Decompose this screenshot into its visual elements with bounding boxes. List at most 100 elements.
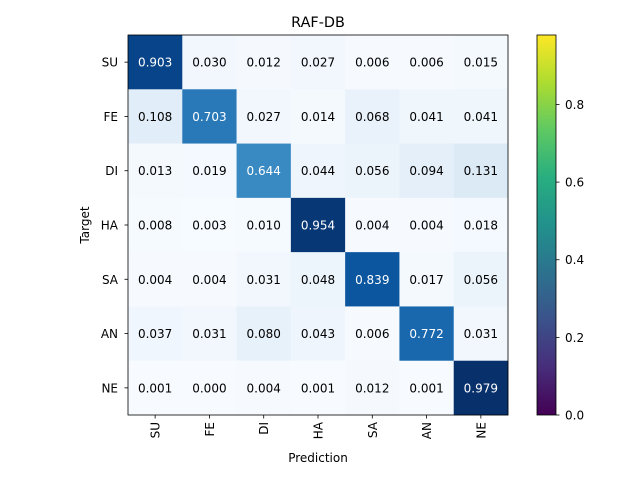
heatmap-cell (345, 252, 400, 307)
cell-value-label: 0.954 (301, 219, 335, 233)
heatmap-cell (128, 252, 183, 307)
cell-value-label: 0.015 (464, 56, 498, 70)
cell-value-label: 0.014 (301, 110, 335, 124)
heatmap-cell (290, 306, 346, 362)
heatmap-cell (290, 89, 346, 144)
x-tick-label: NE (474, 422, 488, 439)
heatmap-cell (290, 360, 346, 416)
colorbar-tick-label: 0.8 (565, 98, 584, 112)
cell-value-label: 0.108 (138, 110, 172, 124)
heatmap-cell (453, 306, 509, 362)
cell-value-label: 0.010 (247, 219, 281, 233)
cell-value-label: 0.001 (301, 381, 335, 395)
cell-value-label: 0.012 (247, 56, 281, 70)
heatmap-cell (128, 35, 183, 90)
cell-value-label: 0.012 (355, 381, 389, 395)
cell-value-label: 0.004 (247, 381, 281, 395)
cell-value-label: 0.068 (355, 110, 389, 124)
y-axis-ticks: SU FE DI HA SA AN NE (101, 56, 128, 395)
y-tick-label: SA (102, 273, 119, 287)
cell-value-label: 0.030 (192, 56, 226, 70)
cell-value-label: 0.001 (409, 381, 443, 395)
cell-value-label: 0.031 (247, 273, 281, 287)
colorbar-ticks: 0.0 0.2 0.4 0.6 0.8 (556, 98, 584, 423)
cell-value-label: 0.019 (192, 164, 226, 178)
y-tick-label: NE (101, 381, 118, 395)
cell-value-label: 0.000 (192, 381, 226, 395)
heatmap-cell (128, 360, 183, 416)
x-tick-label: FE (203, 422, 217, 436)
heatmap-cell (182, 252, 237, 307)
heatmap-cell (345, 143, 400, 199)
x-tick-label: HA (312, 421, 326, 439)
cell-value-label: 0.013 (138, 164, 172, 178)
cell-value-label: 0.037 (138, 327, 172, 341)
cell-value-label: 0.004 (409, 219, 443, 233)
cell-value-label: 0.048 (301, 273, 335, 287)
cell-value-label: 0.131 (464, 164, 498, 178)
heatmap-cell (399, 306, 455, 362)
heatmap-cell (182, 35, 237, 90)
cell-value-label: 0.772 (409, 327, 443, 341)
heatmap-cell (236, 89, 292, 144)
colorbar-tick-label: 0.0 (565, 409, 584, 423)
cell-value-label: 0.027 (247, 110, 281, 124)
heatmap-cell (453, 89, 509, 144)
heatmap-cell (345, 35, 400, 90)
heatmap-cell (182, 360, 237, 416)
cell-value-label: 0.080 (247, 327, 281, 341)
heatmap-cell (182, 306, 237, 362)
heatmap-cell (399, 360, 455, 416)
cell-value-label: 0.027 (301, 56, 335, 70)
cell-value-label: 0.004 (138, 273, 172, 287)
heatmap-cell (453, 197, 509, 253)
heatmap-cell (453, 143, 509, 199)
colorbar-tick-label: 0.2 (565, 331, 584, 345)
heatmap-cell (182, 89, 237, 144)
heatmap-cell (236, 306, 292, 362)
cell-value-label: 0.003 (192, 219, 226, 233)
x-tick-label: SU (149, 422, 163, 438)
heatmap-cell (345, 306, 400, 362)
cell-value-label: 0.043 (301, 327, 335, 341)
heatmap-cell (128, 143, 183, 199)
heatmap-cell (399, 197, 455, 253)
y-tick-label: DI (105, 164, 118, 178)
x-tick-label: DI (257, 422, 271, 435)
heatmap-cell (345, 360, 400, 416)
cell-value-label: 0.903 (138, 56, 172, 70)
cell-value-label: 0.001 (138, 381, 172, 395)
cell-value-label: 0.703 (192, 110, 226, 124)
heatmap-cell-labels: 0.903 0.030 0.012 0.027 0.006 0.006 0.015 0.108… (138, 56, 498, 396)
heatmap-cell (290, 197, 346, 253)
heatmap-cell (236, 252, 292, 307)
chart-title: RAF-DB (291, 15, 345, 31)
heatmap-cell (453, 252, 509, 307)
cell-value-label: 0.044 (301, 164, 335, 178)
cell-value-label: 0.031 (192, 327, 226, 341)
cell-value-label: 0.979 (464, 381, 498, 395)
cell-value-label: 0.006 (409, 56, 443, 70)
heatmap-cell (290, 143, 346, 199)
heatmap-cell (182, 197, 237, 253)
heatmap-cell (236, 360, 292, 416)
colorbar-tick-label: 0.6 (565, 176, 584, 190)
cell-value-label: 0.006 (355, 56, 389, 70)
heatmap-cell (399, 89, 455, 144)
heatmap-cell (453, 35, 509, 90)
y-tick-label: AN (101, 327, 118, 341)
cell-value-label: 0.839 (355, 273, 389, 287)
heatmap-cell (236, 143, 292, 199)
x-tick-label: AN (420, 422, 434, 439)
heatmap-cell (290, 35, 346, 90)
heatmap-cell (345, 197, 400, 253)
heatmap-cell (399, 143, 455, 199)
colorbar-tick-label: 0.4 (565, 253, 584, 267)
cell-value-label: 0.041 (464, 110, 498, 124)
cell-value-label: 0.004 (192, 273, 226, 287)
heatmap-cell (236, 197, 292, 253)
cell-value-label: 0.006 (355, 327, 389, 341)
x-axis-label: Prediction (288, 451, 348, 465)
x-axis-ticks: SU FE DI HA SA AN NE (149, 415, 488, 439)
